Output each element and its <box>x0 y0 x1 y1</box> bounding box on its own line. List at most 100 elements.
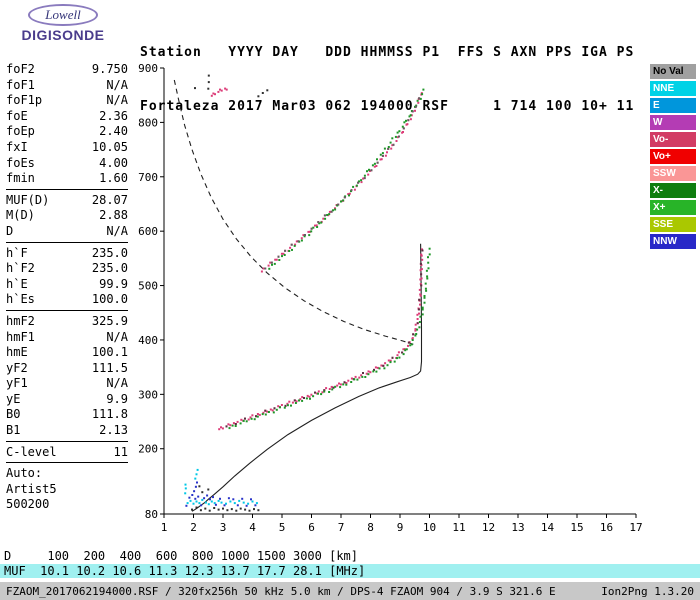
x-tick-label: 12 <box>482 521 495 534</box>
parameter-row: hmF2 325.9 <box>6 314 128 330</box>
parameter-label: yE <box>6 391 21 406</box>
parameter-row: foEp 2.40 <box>6 124 128 140</box>
logo-product: DIGISONDE <box>21 27 105 43</box>
parameter-value: 9.9 <box>106 391 128 406</box>
parameter-label: B1 <box>6 423 21 438</box>
parameter-row: D N/A <box>6 224 128 240</box>
parameter-row: foE 2.36 <box>6 109 128 125</box>
x-tick-label: 4 <box>249 521 256 534</box>
parameter-row: C-level 11 <box>6 445 128 461</box>
parameter-row: Artist5 <box>6 482 128 498</box>
parameter-row: fxI 10.05 <box>6 140 128 156</box>
parameter-label: foF1 <box>6 77 35 92</box>
parameter-row: h`E 99.9 <box>6 277 128 293</box>
parameter-value: 11 <box>113 444 128 459</box>
parameter-label: MUF(D) <box>6 192 50 207</box>
parameter-row: foF1p N/A <box>6 93 128 109</box>
x-tick-label: 17 <box>629 521 642 534</box>
series-f2-trace-o <box>218 248 424 431</box>
logo-brand: Lowell <box>28 4 98 26</box>
parameter-label: foF1p <box>6 93 43 108</box>
lowell-digisonde-logo: Lowell DIGISONDE <box>6 4 120 43</box>
parameter-label: yF1 <box>6 376 28 391</box>
parameter-value: 1.60 <box>99 171 128 186</box>
parameter-row: h`F2 235.0 <box>6 261 128 277</box>
separator <box>6 188 128 190</box>
parameter-row: hmF1 N/A <box>6 330 128 346</box>
parameter-value: 2.36 <box>99 108 128 123</box>
parameter-label: 500200 <box>6 497 50 512</box>
legend-item-no-val: No Val <box>650 64 696 79</box>
x-tick-label: 1 <box>161 521 168 534</box>
parameter-value: 325.9 <box>91 313 128 328</box>
parameter-label: C-level <box>6 444 57 459</box>
series-e-layer-dark <box>191 485 260 512</box>
parameter-row: foF1 N/A <box>6 78 128 94</box>
parameter-label: yF2 <box>6 360 28 375</box>
legend-item-sse: SSE <box>650 217 696 232</box>
series-hop2-trace-dark <box>264 97 421 270</box>
y-tick-label: 700 <box>138 171 158 184</box>
y-tick-label: 900 <box>138 62 158 75</box>
parameter-label: Artist5 <box>6 481 57 496</box>
legend-item-w: W <box>650 115 696 130</box>
series-top-fragment-o <box>210 87 228 97</box>
parameter-label: D <box>6 223 14 238</box>
y-tick-label: 800 <box>138 116 158 129</box>
parameter-value: 2.13 <box>99 423 128 438</box>
parameter-row: h`F 235.0 <box>6 246 128 262</box>
x-tick-label: 11 <box>452 521 465 534</box>
x-tick-label: 5 <box>279 521 286 534</box>
parameter-value: N/A <box>106 77 128 92</box>
separator <box>6 241 128 243</box>
x-tick-label: 16 <box>600 521 613 534</box>
parameter-value: 235.0 <box>91 245 128 260</box>
distance-row: D 100 200 400 600 800 1000 1500 3000 [km… <box>4 549 359 563</box>
series-e-layer-cyan <box>184 468 258 506</box>
parameter-value: 10.05 <box>91 139 128 154</box>
status-version: Ion2Png 1.3.20 <box>601 584 694 598</box>
separator <box>6 462 128 464</box>
parameter-label: B0 <box>6 407 21 422</box>
parameter-label: h`Es <box>6 292 35 307</box>
status-bar: FZAOM_2017062194000.RSF / 320fx256h 50 k… <box>0 582 700 600</box>
parameter-row: foF2 9.750 <box>6 62 128 78</box>
series-e-layer-blue <box>185 481 257 507</box>
parameter-label: Auto: <box>6 466 43 481</box>
legend-item-nne: NNE <box>650 81 696 96</box>
parameter-row: fmin 1.60 <box>6 171 128 187</box>
parameter-row: yF1 N/A <box>6 376 128 392</box>
x-tick-label: 6 <box>308 521 315 534</box>
parameter-value: 111.5 <box>91 360 128 375</box>
line-transmission-curve <box>173 79 414 345</box>
parameter-label: foEs <box>6 155 35 170</box>
parameter-value: 99.9 <box>99 276 128 291</box>
parameter-value: N/A <box>106 329 128 344</box>
parameter-label: foF2 <box>6 62 35 76</box>
x-tick-label: 2 <box>190 521 197 534</box>
parameter-value: 100.1 <box>91 345 128 360</box>
plot-container: 80 200 300 400 500 600 700 800 900 1 2 3 4 5 6 7 8 9 10 11 1… <box>128 56 648 554</box>
separator <box>6 309 128 311</box>
legend-item-nnw: NNW <box>650 234 696 249</box>
legend-item-x-: X- <box>650 183 696 198</box>
y-tick-label: 80 <box>145 508 158 521</box>
parameter-row: yF2 111.5 <box>6 361 128 377</box>
parameter-label: hmE <box>6 345 28 360</box>
x-axis: 1 2 3 4 5 6 7 8 9 10 11 12 13 14 15 16 17 <box>161 513 643 534</box>
parameter-value: N/A <box>106 376 128 391</box>
parameter-value: 28.07 <box>91 192 128 207</box>
parameter-value: 9.750 <box>91 62 128 76</box>
color-legend: No Val NNE E W Vo- Vo+ SSW X- X+ SSE NNW <box>650 64 696 251</box>
y-tick-label: 600 <box>138 225 158 238</box>
parameter-row: MUF(D) 28.07 <box>6 193 128 209</box>
parameter-value: 2.40 <box>99 124 128 139</box>
parameter-row: M(D) 2.88 <box>6 208 128 224</box>
parameter-value: 2.88 <box>99 208 128 223</box>
y-tick-label: 200 <box>138 443 158 456</box>
parameter-label: hmF1 <box>6 329 35 344</box>
x-tick-label: 7 <box>338 521 345 534</box>
parameter-label: h`E <box>6 276 28 291</box>
series-f2-trace-o-dark <box>225 249 424 428</box>
